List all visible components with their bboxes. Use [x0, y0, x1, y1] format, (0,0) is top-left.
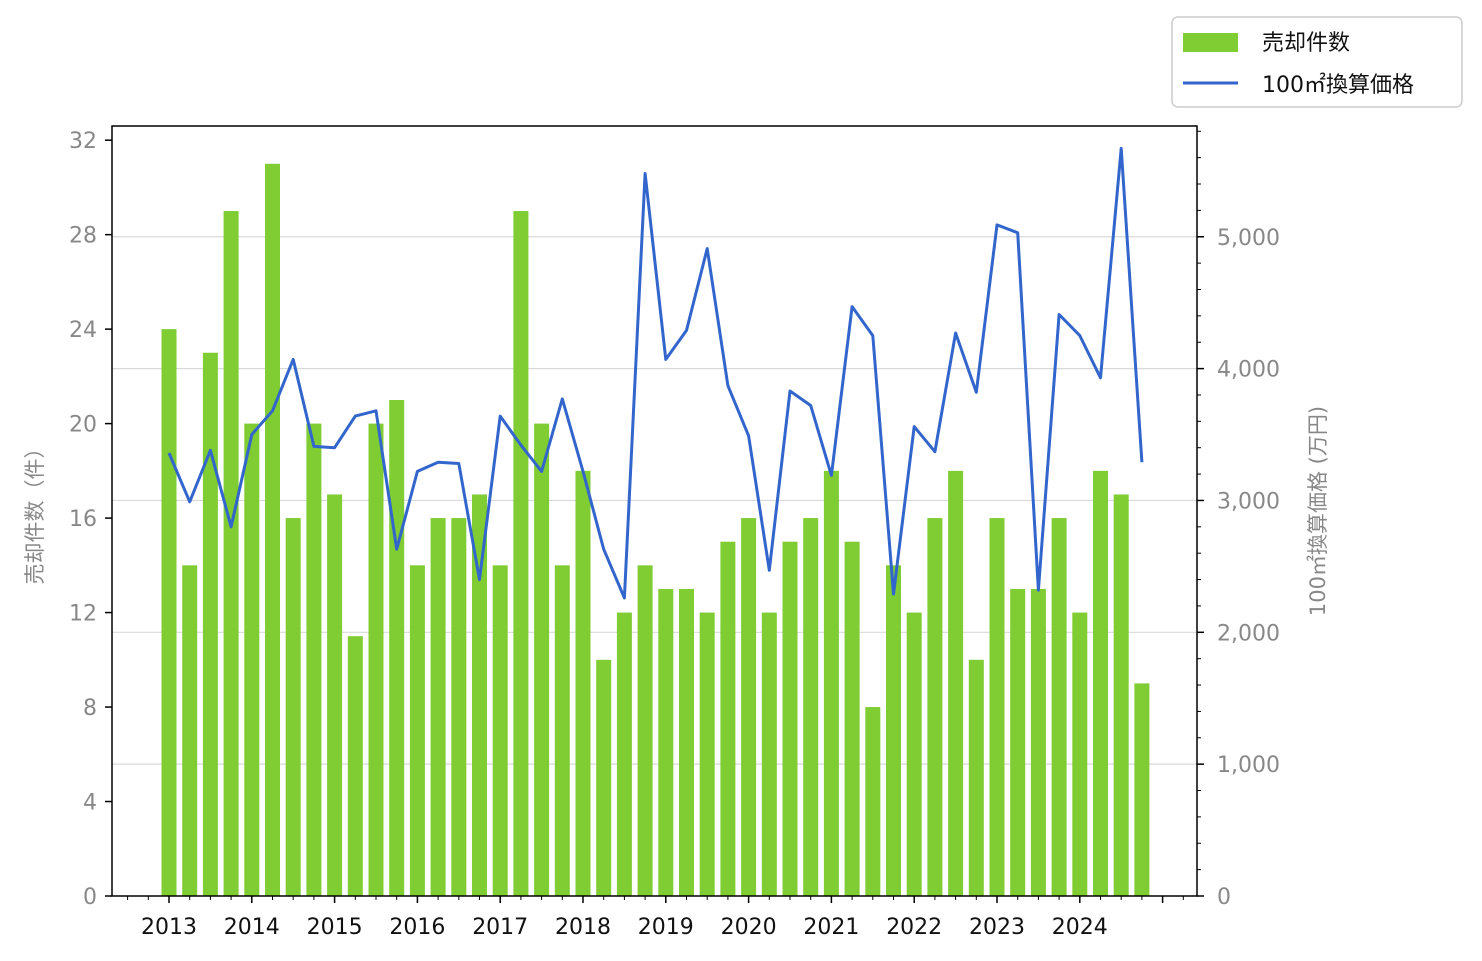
- left-tick-label-5: 20: [69, 413, 97, 438]
- bar-19: [554, 565, 570, 896]
- left-tick-label-8: 32: [69, 129, 97, 154]
- x-tick-label-10: 2023: [969, 915, 1025, 940]
- legend-swatch-bar: [1183, 33, 1238, 52]
- left-tick-label-1: 4: [83, 791, 97, 816]
- bar-46: [1113, 494, 1129, 896]
- x-tick-label-7: 2020: [721, 915, 777, 940]
- bar-3: [223, 211, 239, 897]
- legend-label-bar: 売却件数: [1262, 31, 1350, 56]
- bar-32: [823, 470, 839, 896]
- bar-37: [927, 518, 943, 896]
- bar-5: [265, 163, 280, 897]
- left-tick-label-6: 24: [69, 318, 97, 343]
- x-tick-label-3: 2016: [389, 915, 445, 940]
- right-tick-label-3: 3,000: [1217, 489, 1280, 514]
- left-tick-label-4: 16: [69, 507, 97, 532]
- legend: 売却件数 100㎡換算価格: [1171, 16, 1463, 108]
- right-tick-label-0: 0: [1217, 885, 1231, 910]
- right-axis-title: 100㎡換算価格 (万円): [1306, 406, 1330, 616]
- left-tick-label-7: 28: [69, 224, 97, 249]
- bar-28: [741, 518, 757, 896]
- left-tick-label-2: 8: [83, 696, 97, 721]
- left-axis-title: 売却件数（件）: [23, 438, 47, 585]
- bar-series: [161, 163, 1150, 897]
- bar-9: [347, 636, 363, 896]
- bar-33: [844, 541, 860, 896]
- bar-22: [616, 612, 632, 896]
- bar-23: [637, 565, 653, 896]
- bar-39: [968, 659, 984, 896]
- right-tick-label-1: 1,000: [1217, 753, 1280, 778]
- left-tick-label-3: 12: [69, 602, 97, 627]
- price-line: [167, 146, 1144, 600]
- bar-42: [1030, 588, 1046, 896]
- bar-17: [513, 211, 529, 897]
- bar-38: [948, 470, 964, 896]
- bar-1: [182, 565, 198, 896]
- left-axis: 0 4 8 12 16 20 24 28 32: [69, 129, 112, 910]
- bar-13: [430, 518, 446, 896]
- bar-4: [244, 423, 260, 896]
- bar-12: [409, 565, 425, 896]
- bar-27: [720, 541, 736, 896]
- x-tick-label-2: 2015: [307, 915, 363, 940]
- bar-18: [534, 423, 550, 896]
- bar-6: [285, 518, 301, 896]
- bar-30: [782, 541, 798, 896]
- bar-34: [865, 707, 881, 896]
- right-tick-label-4: 4,000: [1217, 358, 1280, 383]
- bar-0: [161, 329, 177, 896]
- x-tick-label-0: 2013: [141, 915, 197, 940]
- x-tick-label-9: 2022: [886, 915, 942, 940]
- bar-26: [699, 612, 715, 896]
- bar-20: [575, 470, 591, 896]
- plot-frame: [111, 125, 1198, 897]
- x-tick-label-6: 2019: [638, 915, 694, 940]
- right-axis: 0 1,000 2,000 3,000 4,000 5,000: [1197, 130, 1280, 910]
- bar-29: [761, 612, 777, 896]
- bar-36: [906, 612, 922, 896]
- bar-2: [202, 352, 218, 896]
- bar-8: [327, 494, 343, 896]
- bar-40: [989, 518, 1005, 896]
- bar-21: [596, 659, 612, 896]
- right-tick-label-5: 5,000: [1217, 226, 1280, 251]
- bar-14: [451, 518, 467, 896]
- right-tick-label-2: 2,000: [1217, 621, 1280, 646]
- bar-41: [1010, 588, 1026, 896]
- bar-15: [472, 494, 487, 896]
- x-tick-label-5: 2018: [555, 915, 611, 940]
- bar-11: [389, 399, 405, 896]
- bar-45: [1093, 470, 1108, 896]
- bar-16: [492, 565, 508, 896]
- line-series: [167, 146, 1144, 600]
- x-tick-label-8: 2021: [803, 915, 859, 940]
- bar-31: [803, 518, 819, 896]
- bar-47: [1134, 683, 1150, 896]
- bar-25: [679, 588, 694, 896]
- legend-frame: [1171, 16, 1463, 108]
- x-tick-label-11: 2024: [1052, 915, 1108, 940]
- legend-label-line: 100㎡換算価格: [1262, 72, 1414, 98]
- bar-7: [306, 423, 322, 896]
- bar-10: [368, 423, 384, 896]
- x-tick-label-4: 2017: [472, 915, 528, 940]
- bar-24: [658, 588, 674, 896]
- bar-43: [1051, 518, 1067, 896]
- x-axis: 2013 2014 2015 2016 2017 2018 2019 2020 2021 2022…: [127, 896, 1184, 940]
- x-tick-label-1: 2014: [224, 915, 280, 940]
- left-tick-label-0: 0: [83, 885, 97, 910]
- bar-44: [1072, 612, 1088, 896]
- bar-35: [886, 565, 901, 896]
